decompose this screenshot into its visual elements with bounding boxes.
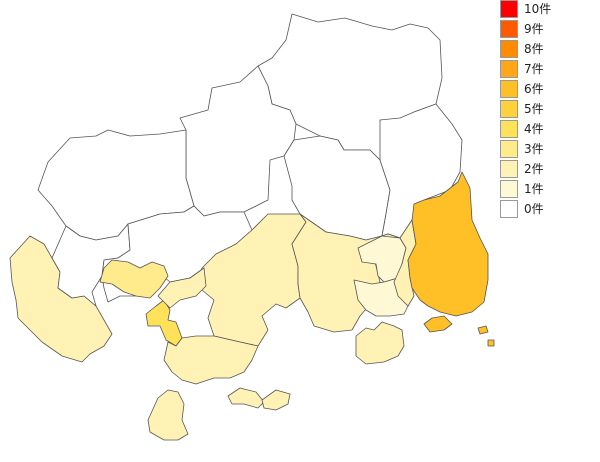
legend-label: 5件 xyxy=(524,102,544,116)
legend-swatch xyxy=(500,100,518,118)
legend-swatch xyxy=(500,160,518,178)
legend-item-4: 4件 xyxy=(500,120,600,140)
legend-swatch xyxy=(500,20,518,38)
legend-label: 3件 xyxy=(524,142,544,156)
legend-item-0: 0件 xyxy=(500,200,600,220)
legend-swatch xyxy=(500,0,518,18)
region-central-east[interactable] xyxy=(197,213,307,347)
legend-swatch xyxy=(500,60,518,78)
region-south-coastal[interactable] xyxy=(163,335,259,385)
legend-label: 6件 xyxy=(524,82,544,96)
legend-item-5: 5件 xyxy=(500,100,600,120)
legend-swatch xyxy=(500,120,518,138)
region-city-north[interactable] xyxy=(157,267,207,309)
legend-item-3: 3件 xyxy=(500,140,600,160)
region-island-southwest[interactable] xyxy=(147,389,189,441)
legend: 10件 9件 8件 7件 6件 5件 4件 3件 2件 1件 0件 xyxy=(500,0,600,220)
region-inner-pocket[interactable] xyxy=(99,259,169,299)
region-east-riverside[interactable] xyxy=(381,219,417,307)
legend-item-8: 8件 xyxy=(500,40,600,60)
legend-label: 4件 xyxy=(524,122,544,136)
legend-swatch xyxy=(500,140,518,158)
region-islets-far-east[interactable] xyxy=(423,315,495,347)
legend-item-10: 10件 xyxy=(500,0,600,20)
legend-label: 0件 xyxy=(524,202,544,216)
legend-item-2: 2件 xyxy=(500,160,600,180)
legend-label: 8件 xyxy=(524,42,544,56)
legend-item-1: 1件 xyxy=(500,180,600,200)
legend-swatch xyxy=(500,80,518,98)
legend-swatch xyxy=(500,40,518,58)
region-island-south[interactable] xyxy=(227,387,265,409)
region-island-large[interactable] xyxy=(355,321,405,365)
legend-item-9: 9件 xyxy=(500,20,600,40)
legend-label: 10件 xyxy=(524,2,552,16)
legend-swatch xyxy=(500,200,518,218)
region-far-east[interactable] xyxy=(407,171,489,317)
legend-label: 2件 xyxy=(524,162,544,176)
region-city-center[interactable] xyxy=(145,299,183,347)
legend-label: 9件 xyxy=(524,22,544,36)
legend-item-6: 6件 xyxy=(500,80,600,100)
legend-label: 1件 xyxy=(524,182,544,196)
region-island-east[interactable] xyxy=(261,389,291,411)
legend-label: 7件 xyxy=(524,62,544,76)
legend-item-7: 7件 xyxy=(500,60,600,80)
legend-swatch xyxy=(500,180,518,198)
